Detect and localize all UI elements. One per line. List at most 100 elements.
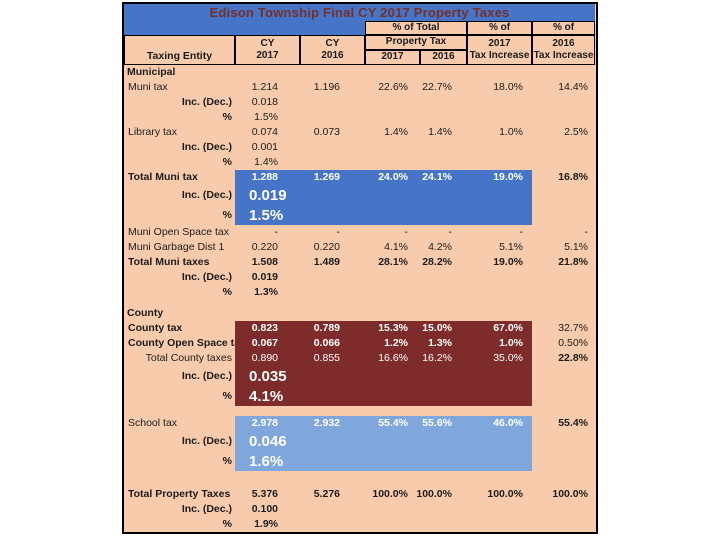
cell-pct-total-2016: 15.0%	[420, 321, 467, 336]
row-label: %	[222, 111, 232, 124]
cell-cy2016: 2.932	[300, 416, 365, 431]
row-label: Inc. (Dec.)	[181, 141, 232, 154]
row-label: Inc. (Dec.)	[181, 188, 232, 201]
cell-cy2016	[300, 110, 365, 125]
table-header: Edison Township Final CY 2017 Property T…	[124, 4, 596, 65]
header-2017-tax-increase: 2017 Tax Increase	[467, 35, 532, 65]
header-cy-2017-line2: 2017	[256, 50, 279, 61]
row-label: %	[222, 454, 232, 467]
cell-inc-2016	[532, 285, 595, 300]
big-value: 0.035	[235, 366, 532, 386]
big-value: 1.5%	[235, 205, 532, 225]
row-label: %	[222, 156, 232, 169]
row-library-tax-pct: % 1.4%	[124, 155, 596, 170]
big-value: 0.046	[235, 431, 532, 451]
cell-inc-2016: 16.8%	[558, 171, 588, 184]
big-value: 1.6%	[235, 451, 532, 471]
cell-cy2017: 1.3%	[254, 286, 278, 299]
cell-inc-2016: 100.0%	[552, 488, 588, 501]
row-library-tax-inc: Inc. (Dec.) 0.001	[124, 140, 596, 155]
cell-pct-total-2017: 16.6%	[365, 351, 420, 366]
cell-inc-2017	[467, 95, 532, 110]
cell-inc-2017	[467, 270, 532, 285]
cell-pct-total-2017	[365, 517, 420, 532]
row-label: %	[222, 518, 232, 531]
cell-pct-total-2017: 28.1%	[378, 256, 408, 269]
cell-cy2016: -	[336, 226, 341, 239]
cell-inc-2017: -	[519, 226, 524, 239]
cell-cy2017: 0.220	[251, 241, 278, 254]
header-property-tax: Property Tax	[365, 35, 467, 50]
cell-inc-2016: -	[584, 226, 589, 239]
row-label: Muni Garbage Dist 1	[128, 241, 225, 254]
row-label: Inc. (Dec.)	[181, 96, 232, 109]
cell-cy2017: 1.5%	[254, 111, 278, 124]
cell-cy2016: 1.269	[300, 170, 365, 185]
row-total-muni-tax-inc: Inc. (Dec.) 0.019	[124, 185, 596, 205]
row-total-muni-taxes: Total Muni taxes 1.508 1.489 28.1% 28.2% 19.0…	[124, 255, 596, 270]
cell-cy2017: 0.018	[251, 96, 278, 109]
cell-cy2017: 1.508	[251, 256, 278, 269]
cell-cy2016	[300, 517, 365, 532]
row-total-county-taxes-pct: % 4.1%	[124, 386, 596, 406]
cell-cy2017: 2.978	[235, 416, 300, 431]
row-county-tax: County tax 0.823 0.789 15.3% 15.0% 67.0% 32.7%	[124, 321, 596, 336]
cell-pct-total-2016	[420, 285, 467, 300]
header-pct-of-total: % of Total	[365, 21, 467, 35]
cell-cy2016: 1.489	[313, 256, 340, 269]
cell-cy2017: -	[274, 226, 279, 239]
header-blue-band	[124, 21, 365, 35]
cell-cy2016	[300, 285, 365, 300]
row-label: Total Muni taxes	[128, 256, 210, 269]
row-total-muni-tax-pct: % 1.5%	[124, 205, 596, 225]
row-total-county-taxes: Total County taxes 0.890 0.855 16.6% 16.2% 35…	[124, 351, 596, 366]
cell-inc-2016: 32.7%	[558, 322, 588, 335]
row-school-tax: School tax 2.978 2.932 55.4% 55.6% 46.0% 55.4%	[124, 416, 596, 431]
cell-inc-2017: 19.0%	[467, 170, 532, 185]
section-label-county: County	[127, 307, 164, 320]
header-pct-of-2016: % of	[532, 21, 595, 35]
cell-cy2017: 1.9%	[254, 518, 278, 531]
cell-cy2016: 0.073	[313, 126, 340, 139]
cell-inc-2016: 55.4%	[558, 417, 588, 430]
cell-pct-total-2016: 1.4%	[428, 126, 452, 139]
cell-pct-total-2016	[420, 95, 467, 110]
table-body: Municipal Muni tax 1.214 1.196 22.6% 22.7% 18.…	[124, 65, 596, 532]
row-label: %	[222, 286, 232, 299]
cell-cy2016: 0.220	[313, 241, 340, 254]
cell-inc-2017: 5.1%	[499, 241, 523, 254]
cell-inc-2017: 67.0%	[467, 321, 532, 336]
cell-pct-total-2016: 28.2%	[422, 256, 452, 269]
row-label: %	[222, 389, 232, 402]
cell-pct-total-2017	[365, 285, 420, 300]
section-label-municipal: Municipal	[127, 66, 176, 79]
cell-pct-total-2017	[365, 140, 420, 155]
cell-pct-total-2017: 15.3%	[365, 321, 420, 336]
header-pct-of-2017: % of	[467, 21, 532, 35]
table-title: Edison Township Final CY 2017 Property T…	[124, 4, 595, 21]
header-taxing-entity: Taxing Entity	[124, 35, 235, 65]
cell-inc-2017	[467, 517, 532, 532]
cell-pct-total-2016	[420, 517, 467, 532]
cell-cy2016: 0.066	[300, 336, 365, 351]
row-muni-open-space-tax: Muni Open Space tax - - - - - -	[124, 225, 596, 240]
cell-cy2017: 0.074	[251, 126, 278, 139]
row-total-muni-taxes-inc: Inc. (Dec.) 0.019	[124, 270, 596, 285]
row-school-tax-inc: Inc. (Dec.) 0.046	[124, 431, 596, 451]
cell-inc-2016	[532, 270, 595, 285]
row-school-tax-pct: % 1.6%	[124, 451, 596, 471]
row-county: County	[124, 306, 596, 321]
row-muni-garbage-dist-1: Muni Garbage Dist 1 0.220 0.220 4.1% 4.2% 5.1…	[124, 240, 596, 255]
cell-inc-2017	[467, 155, 532, 170]
property-tax-table: Edison Township Final CY 2017 Property T…	[122, 2, 598, 534]
cell-pct-total-2017: 24.0%	[365, 170, 420, 185]
cell-inc-2016	[532, 140, 595, 155]
header-cy-2017: CY 2017	[235, 35, 300, 65]
cell-cy2016	[300, 270, 365, 285]
cell-cy2016	[300, 155, 365, 170]
cell-inc-2016: 21.8%	[558, 256, 588, 269]
row-label: Total Property Taxes	[128, 488, 231, 501]
row-label: School tax	[128, 417, 178, 430]
cell-pct-total-2016: 22.7%	[422, 81, 452, 94]
cell-pct-total-2017	[365, 155, 420, 170]
